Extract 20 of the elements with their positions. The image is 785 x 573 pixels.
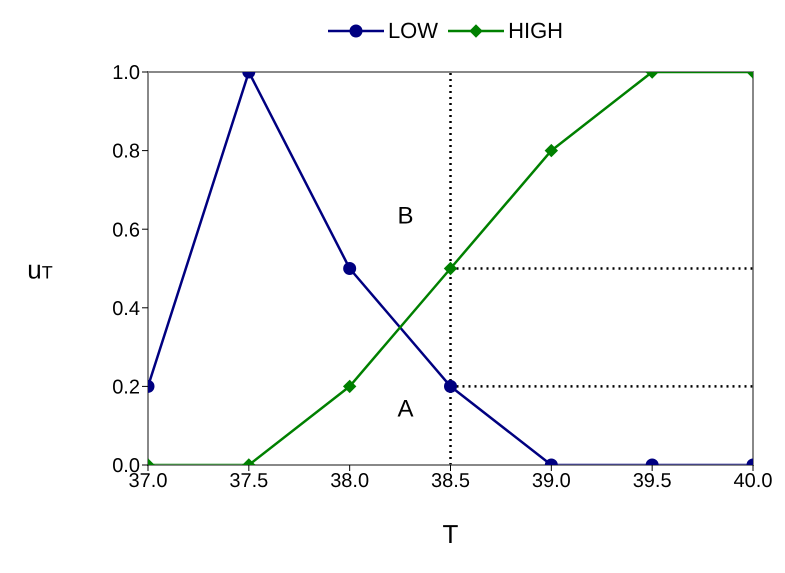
y-tick-label: 0.6	[112, 219, 140, 242]
x-tick-label: 38.0	[330, 470, 370, 492]
x-tick-label: 37.5	[229, 470, 268, 492]
x-tick-label: 40.0	[734, 470, 772, 492]
y-tick-label: 0.8	[112, 140, 140, 163]
annotation: B	[397, 202, 414, 230]
y-tick-label: 1.0	[112, 62, 140, 84]
x-axis-title: T	[442, 519, 459, 549]
x-tick-label: 38.5	[431, 470, 470, 492]
legend-label: HIGH	[508, 18, 564, 44]
annotation: A	[397, 395, 414, 422]
legend-label: LOW	[388, 18, 438, 44]
y-tick-label: 0.4	[112, 298, 140, 320]
x-tick-label: 39.5	[632, 470, 672, 492]
line-series	[148, 72, 753, 465]
point	[444, 262, 457, 275]
y-tick-label: 0.2	[112, 376, 140, 398]
y-axis-title: uT	[27, 254, 53, 284]
x-tick-label: 39.0	[532, 470, 571, 492]
point	[343, 262, 356, 275]
